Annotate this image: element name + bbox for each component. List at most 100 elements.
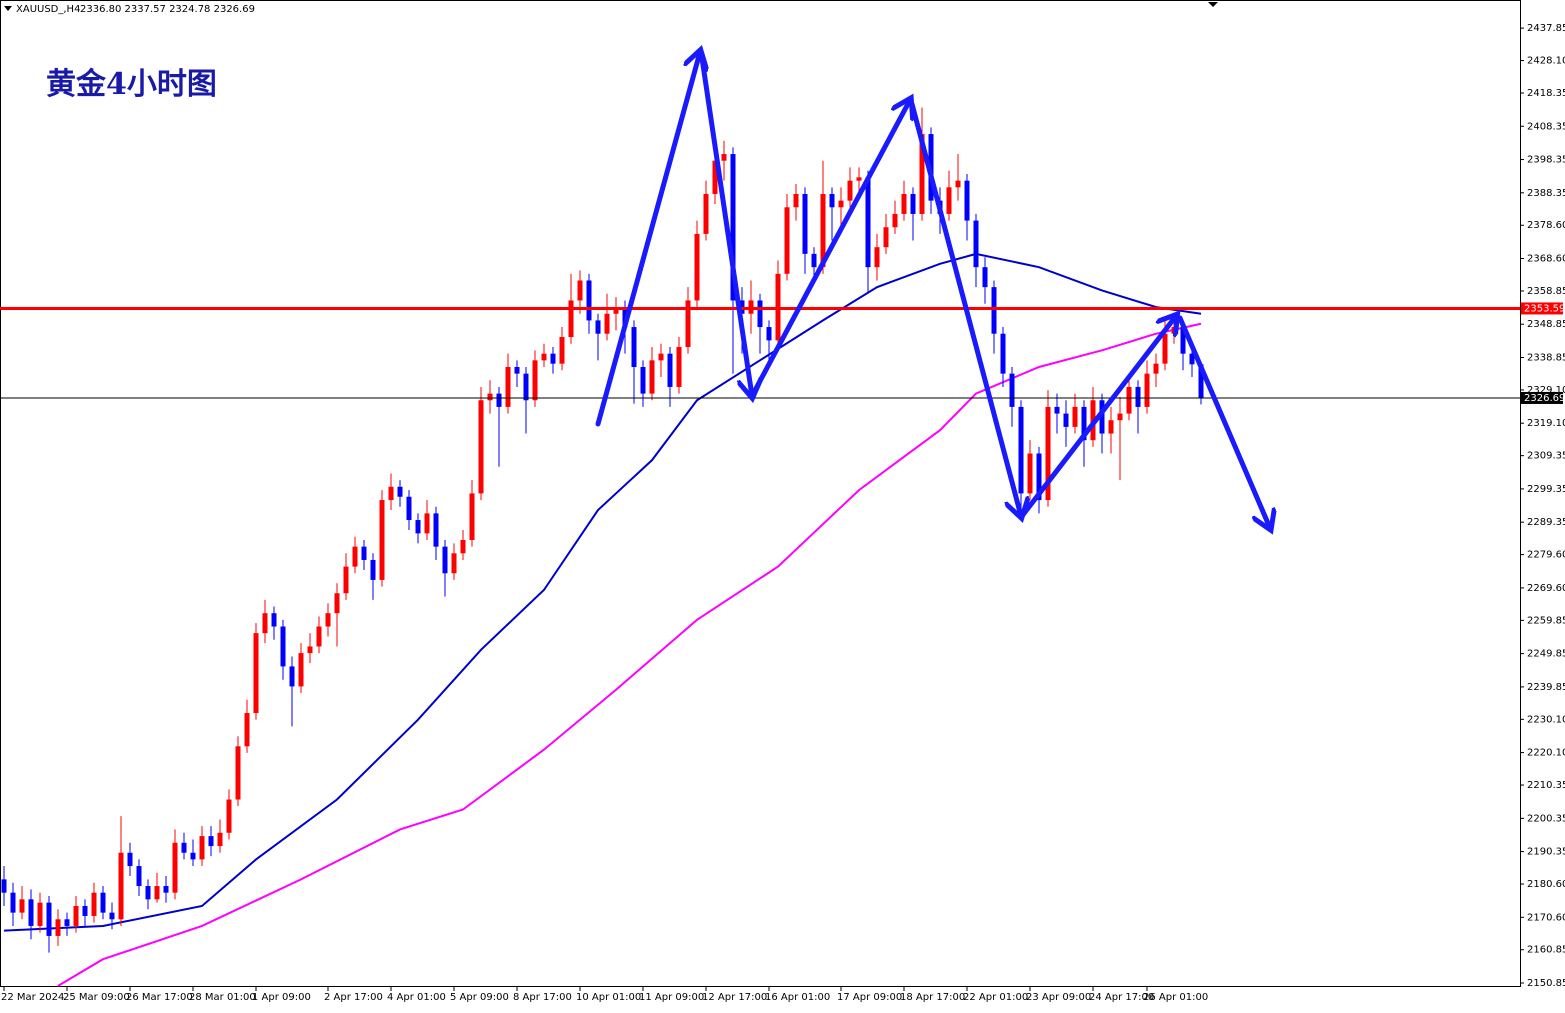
y-tick-label: 2210.35: [1527, 780, 1565, 791]
candle-body: [1081, 406, 1087, 441]
candle-body: [649, 360, 655, 394]
candle-body: [1117, 413, 1123, 421]
y-tick-label: 2190.35: [1527, 847, 1565, 858]
y-tick-label: 2428.10: [1527, 56, 1565, 67]
y-tick-label: 2269.60: [1527, 583, 1565, 594]
candle-body: [604, 313, 610, 334]
x-tick-label: 2 Apr 17:00: [324, 992, 383, 1003]
x-tick-label: 5 Apr 09:00: [450, 992, 509, 1003]
candle-body: [811, 253, 817, 268]
candle-body: [631, 327, 637, 367]
candle-body: [478, 400, 484, 494]
candle-body: [235, 746, 241, 800]
candle-body: [343, 566, 349, 594]
candle-body: [1000, 333, 1006, 374]
x-tick-label: 8 Apr 17:00: [513, 992, 572, 1003]
candle-body: [244, 713, 250, 747]
shift-marker: [1208, 2, 1218, 7]
moving-average: [3, 252, 1202, 932]
candle-body: [766, 327, 772, 341]
candle-body: [154, 886, 160, 900]
y-tick-label: 2170.60: [1527, 912, 1565, 923]
candle-body: [397, 486, 403, 497]
candle-body: [676, 347, 682, 387]
candle-body: [865, 177, 871, 268]
x-tick-label: 12 Apr 17:00: [702, 992, 767, 1003]
candle-body: [28, 899, 34, 926]
candle-body: [361, 546, 367, 560]
y-tick-label: 2259.85: [1527, 615, 1565, 626]
candle-body: [550, 353, 556, 364]
candle-body: [559, 337, 565, 364]
candle-body: [334, 593, 340, 614]
candle-body: [838, 200, 844, 208]
candle-body: [352, 546, 358, 567]
candle-body: [1027, 453, 1033, 494]
candle-body: [199, 836, 205, 860]
candle-body: [190, 852, 196, 860]
candle-body: [64, 919, 70, 926]
candle-body: [316, 626, 322, 647]
candle-body: [685, 300, 691, 348]
candle-body: [496, 393, 502, 407]
candle-body: [613, 307, 619, 314]
candle-body: [730, 154, 736, 301]
candle-body: [469, 493, 475, 540]
y-tick-label: 2348.85: [1527, 319, 1565, 330]
x-tick-label: 17 Apr 09:00: [837, 992, 902, 1003]
candle-body: [1045, 406, 1051, 501]
candle-body: [424, 513, 430, 534]
candle-body: [883, 227, 889, 248]
candle-body: [1063, 413, 1069, 427]
candle-body: [55, 919, 61, 936]
y-tick-label: 2329.10: [1527, 385, 1565, 396]
symbol: XAUUSD_,H4: [16, 4, 80, 15]
price-label: 2326.69: [1524, 393, 1565, 404]
arrow: [909, 101, 1021, 516]
candle-body: [586, 280, 592, 321]
x-tick-label: 23 Apr 09:00: [1026, 992, 1091, 1003]
candle-body: [1, 879, 7, 893]
x-tick-label: 11 Apr 09:00: [639, 992, 704, 1003]
candle-body: [73, 905, 79, 926]
candle-body: [127, 852, 133, 867]
candle-body: [109, 912, 115, 920]
candle-body: [271, 613, 277, 627]
ohlc-text: 2336.80 2337.57 2324.78 2326.69: [80, 4, 255, 15]
y-tick-label: 2160.85: [1527, 945, 1565, 956]
arrow: [1019, 316, 1176, 519]
candle-body: [226, 799, 232, 833]
candle-body: [757, 300, 763, 328]
candle-body: [82, 905, 88, 916]
candle-body: [406, 496, 412, 521]
candle-body: [10, 892, 16, 913]
candle-body: [892, 213, 898, 228]
candle-body: [667, 353, 673, 387]
candle-body: [181, 842, 187, 853]
y-tick-label: 2220.10: [1527, 748, 1565, 759]
candle-body: [136, 866, 142, 887]
candle-body: [1198, 364, 1204, 398]
candle-body: [442, 546, 448, 574]
candle-body: [712, 160, 718, 194]
y-tick-label: 2368.60: [1527, 254, 1565, 265]
y-tick-label: 2249.85: [1527, 649, 1565, 660]
y-tick-label: 2279.60: [1527, 550, 1565, 561]
candle-body: [847, 180, 853, 201]
candle-body: [298, 653, 304, 687]
candle-body: [163, 886, 169, 893]
candle-body: [289, 666, 295, 687]
candle-body: [964, 180, 970, 221]
candle-body: [694, 233, 700, 301]
y-tick-label: 2319.10: [1527, 418, 1565, 429]
x-tick-label: 28 Mar 01:00: [189, 992, 256, 1003]
candle-body: [388, 486, 394, 501]
y-tick-label: 2230.10: [1527, 714, 1565, 725]
candle-body: [1153, 363, 1159, 374]
x-tick-label: 10 Apr 01:00: [576, 992, 641, 1003]
candle-body: [1036, 453, 1042, 501]
candle-body: [46, 902, 52, 936]
y-tick-label: 2388.35: [1527, 188, 1565, 199]
